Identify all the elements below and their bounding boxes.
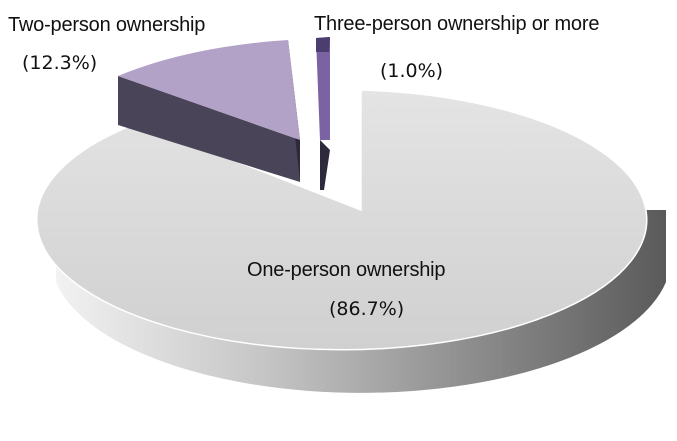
label-three-person: Three-person ownership or more <box>314 13 599 35</box>
value-label-one-person: (86.7%) <box>329 298 404 320</box>
value-label-two-person: (12.3%) <box>22 52 97 74</box>
slice-one-person-top <box>36 89 648 351</box>
slice-two-person <box>118 40 300 182</box>
slice-three-person-top <box>316 37 330 140</box>
slice-one-person <box>36 89 666 393</box>
slice-three-person-top-cap <box>316 37 330 52</box>
slice-two-person-side-outer <box>118 76 300 182</box>
slice-three-person-side <box>320 140 330 190</box>
slice-three-person <box>316 37 330 190</box>
label-two-person: Two-person ownership <box>8 14 205 36</box>
slice-two-person-top <box>118 40 300 140</box>
value-label-three-person: (1.0%) <box>380 60 443 82</box>
label-one-person: One-person ownership <box>247 259 445 281</box>
